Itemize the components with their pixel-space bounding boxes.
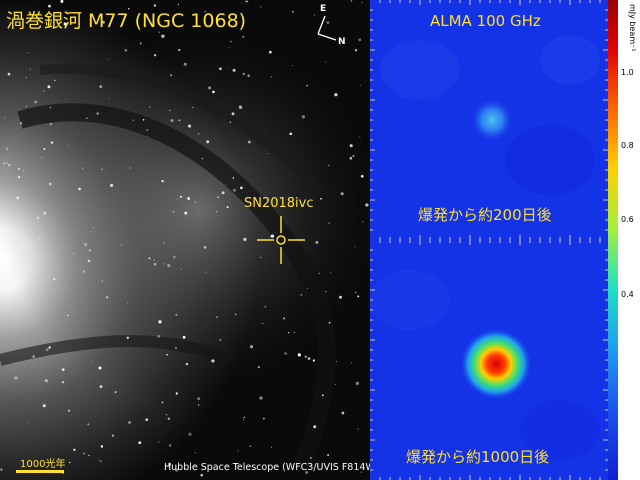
- colorbar-gradient: [608, 0, 618, 480]
- alma-map-200-days: [370, 0, 608, 240]
- colorbar: mJy beam⁻¹ 1.0 0.8 0.6 0.4: [608, 0, 640, 480]
- axis-ticks: [370, 0, 608, 240]
- sn-crosshair: [257, 216, 305, 264]
- colorbar-unit: mJy beam⁻¹: [628, 4, 637, 52]
- colorbar-tick-0.6: 0.6: [621, 215, 634, 224]
- galaxy-image: [0, 0, 370, 480]
- scale-label: 1000光年: [20, 459, 66, 470]
- alma-title: ALMA 100 GHz: [430, 12, 541, 30]
- axis-ticks: [370, 240, 608, 480]
- east-label: E: [320, 4, 327, 14]
- image-credit: Hubble Space Telescope (WFC3/UVIS F814W): [164, 462, 370, 473]
- colorbar-tick-0.4: 0.4: [621, 290, 634, 299]
- hubble-image-panel: 渦巻銀河 M77 (NGC 1068) SN2018ivc E N 1000光年…: [0, 0, 370, 480]
- scale-bar: [16, 470, 64, 473]
- alma-panel-200-days: ALMA 100 GHz 爆発から約200日後: [370, 0, 608, 240]
- caption-1000-days: 爆発から約1000日後: [406, 448, 550, 466]
- image-title: 渦巻銀河 M77 (NGC 1068): [6, 10, 247, 32]
- supernova-label: SN2018ivc: [244, 196, 314, 211]
- alma-map-1000-days: [370, 240, 608, 480]
- colorbar-tick-1.0: 1.0: [621, 68, 634, 77]
- compass-arrows: [317, 15, 337, 41]
- caption-200-days: 爆発から約200日後: [418, 206, 552, 224]
- colorbar-tick-0.8: 0.8: [621, 141, 634, 150]
- north-label: N: [338, 37, 346, 47]
- alma-panel-1000-days: 爆発から約1000日後: [370, 240, 608, 480]
